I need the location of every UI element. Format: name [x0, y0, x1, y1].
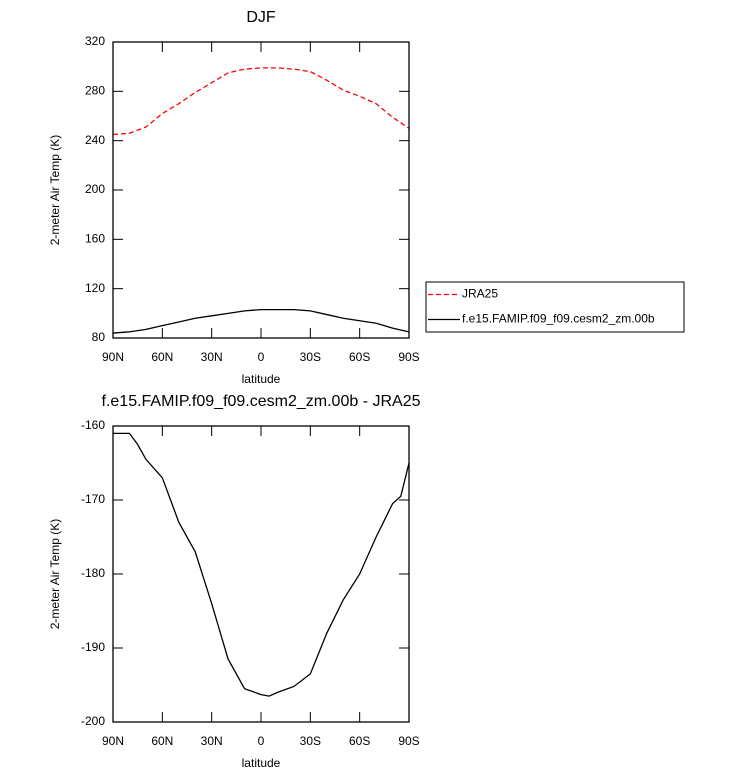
y-tick-label: 160	[85, 232, 105, 246]
legend-label: f.e15.FAMIP.f09_f09.cesm2_zm.00b	[462, 312, 655, 326]
series-line	[112, 67, 410, 136]
x-tick-label: 60S	[349, 350, 370, 364]
y-tick-label: 200	[85, 182, 105, 196]
chart-title: DJF	[246, 9, 276, 26]
x-tick-label: 60S	[349, 734, 370, 748]
x-axis-label: latitude	[242, 372, 281, 386]
x-tick-label: 30S	[300, 734, 321, 748]
y-tick-label: -170	[81, 492, 105, 506]
y-tick-label: 280	[85, 84, 105, 98]
x-tick-label: 90N	[102, 734, 124, 748]
x-tick-label: 90S	[398, 734, 419, 748]
y-tick-label: 240	[85, 133, 105, 147]
x-tick-label: 60N	[151, 350, 173, 364]
y-tick-label: 80	[92, 330, 106, 344]
x-tick-label: 0	[258, 734, 265, 748]
y-tick-label: -200	[81, 714, 105, 728]
x-tick-label: 60N	[151, 734, 173, 748]
series-line	[113, 432, 410, 697]
y-axis-label: 2-meter Air Temp (K)	[48, 519, 62, 629]
plot-frame	[112, 425, 410, 723]
x-tick-label: 90S	[398, 350, 419, 364]
x-tick-label: 90N	[102, 350, 124, 364]
y-tick-label: -180	[81, 566, 105, 580]
x-tick-label: 30N	[201, 350, 223, 364]
y-tick-label: 120	[85, 281, 105, 295]
x-tick-label: 0	[258, 350, 265, 364]
legend-label: JRA25	[462, 287, 498, 301]
y-tick-label: -160	[81, 418, 105, 432]
plot-frame	[112, 41, 410, 339]
legend-box	[425, 281, 685, 333]
series-line	[112, 308, 410, 334]
y-axis-label: 2-meter Air Temp (K)	[48, 135, 62, 245]
x-tick-label: 30N	[201, 734, 223, 748]
chart-title: f.e15.FAMIP.f09_f09.cesm2_zm.00b - JRA25	[102, 393, 421, 410]
y-tick-label: -190	[81, 640, 105, 654]
x-tick-label: 30S	[300, 350, 321, 364]
y-tick-label: 320	[85, 34, 105, 48]
x-axis-label: latitude	[242, 756, 281, 770]
